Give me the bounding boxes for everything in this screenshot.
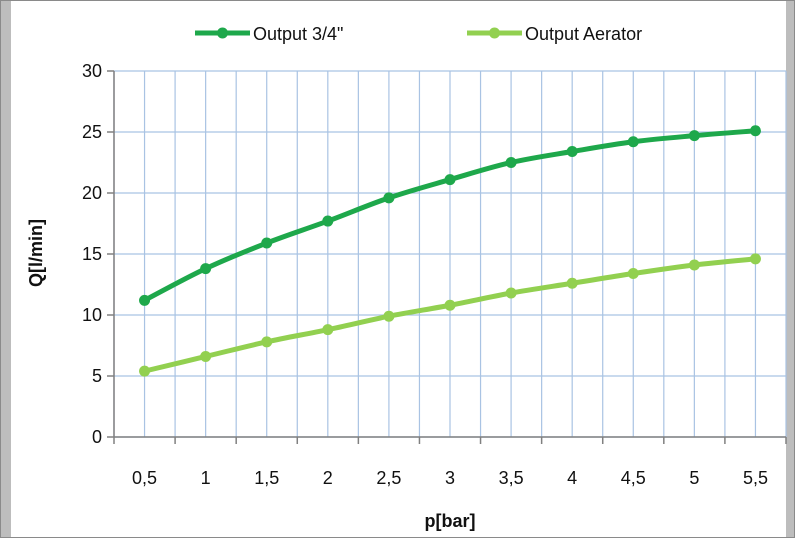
x-tick-label: 3,5 bbox=[499, 468, 524, 488]
data-point bbox=[383, 310, 395, 322]
data-point bbox=[505, 287, 517, 299]
data-point bbox=[139, 294, 151, 306]
data-point bbox=[627, 136, 639, 148]
data-point bbox=[749, 125, 761, 137]
x-tick-label: 4 bbox=[567, 468, 577, 488]
legend-marker bbox=[217, 27, 228, 39]
legend-label: Output Aerator bbox=[525, 24, 642, 44]
axes: 0 5 10 15 20 25 30 0,5 1 1,5 2 2,5 3 3,5 4 4,5 5 5,5 bbox=[82, 61, 787, 488]
y-axis-title: Q[l/min] bbox=[26, 219, 46, 287]
x-tick-label: 1,5 bbox=[254, 468, 279, 488]
series-line bbox=[142, 128, 758, 303]
y-tick-label: 15 bbox=[82, 244, 102, 264]
data-point bbox=[200, 263, 212, 275]
y-tick-label: 25 bbox=[82, 122, 102, 142]
data-point bbox=[505, 157, 517, 168]
y-tick-label: 30 bbox=[82, 61, 102, 81]
data-point bbox=[688, 130, 700, 142]
data-point bbox=[322, 324, 334, 336]
data-point bbox=[444, 299, 456, 311]
x-tick-label: 2 bbox=[323, 468, 333, 488]
x-tick-label: 5 bbox=[689, 468, 699, 488]
legend-item-0: Output 3/4" bbox=[195, 24, 343, 44]
x-axis-title: p[bar] bbox=[425, 511, 476, 531]
data-point bbox=[688, 259, 700, 271]
data-point bbox=[566, 146, 578, 158]
data-point bbox=[749, 253, 761, 265]
x-tick-label: 3 bbox=[445, 468, 455, 488]
series-1 bbox=[139, 253, 761, 377]
x-tick-label: 4,5 bbox=[621, 468, 646, 488]
data-point bbox=[444, 174, 456, 186]
y-tick-label: 0 bbox=[92, 427, 102, 447]
x-tick-label: 5,5 bbox=[743, 468, 768, 488]
legend-marker bbox=[489, 27, 500, 39]
legend-item-1: Output Aerator bbox=[467, 24, 642, 44]
data-point bbox=[139, 365, 151, 377]
data-point bbox=[200, 350, 212, 362]
x-tick-label: 0,5 bbox=[132, 468, 157, 488]
series-0 bbox=[139, 125, 761, 306]
data-point bbox=[261, 237, 273, 249]
legend: Output 3/4" Output Aerator bbox=[195, 24, 642, 44]
data-point bbox=[627, 268, 639, 280]
data-point bbox=[322, 215, 334, 227]
y-tick-label: 5 bbox=[92, 366, 102, 386]
legend-label: Output 3/4" bbox=[253, 24, 343, 44]
y-tick-label: 20 bbox=[82, 183, 102, 203]
series-group bbox=[139, 125, 761, 377]
data-point bbox=[261, 336, 273, 348]
data-point bbox=[383, 192, 395, 204]
x-tick-label: 2,5 bbox=[376, 468, 401, 488]
data-point bbox=[566, 277, 578, 289]
x-tick-label: 1 bbox=[201, 468, 211, 488]
y-tick-label: 10 bbox=[82, 305, 102, 325]
